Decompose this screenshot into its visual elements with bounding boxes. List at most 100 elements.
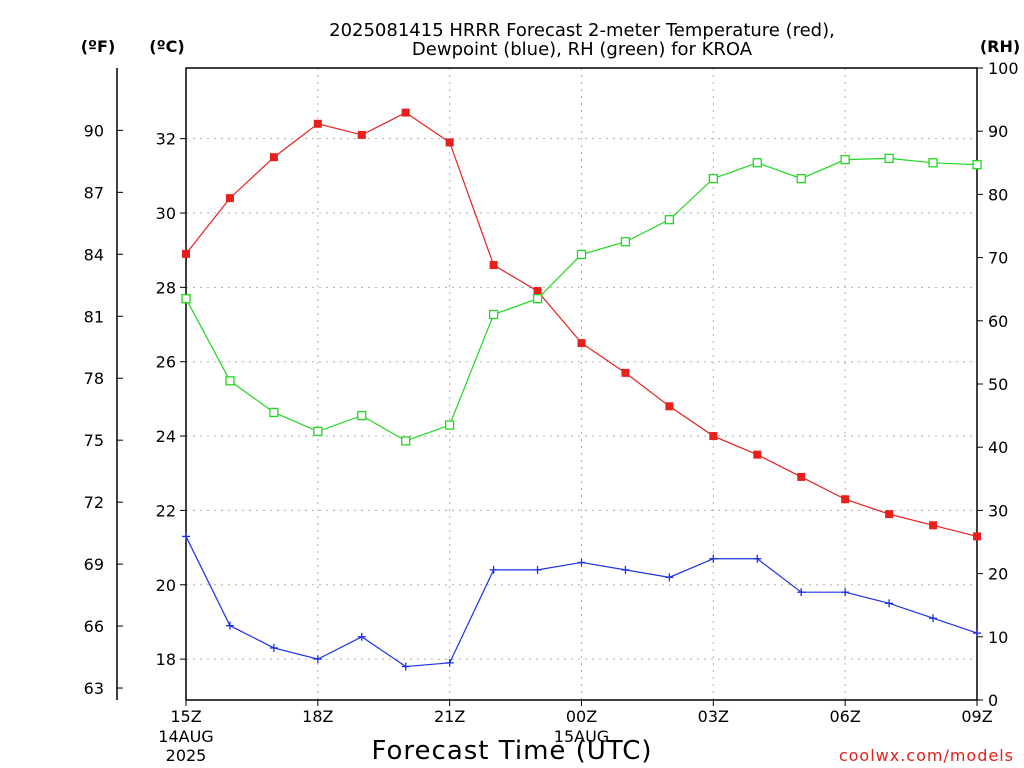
temperature-point [533,287,542,296]
x-tick-label: 15Z [170,707,201,726]
celsius-tick-label: 26 [156,353,176,372]
fahrenheit-tick-label: 81 [84,307,104,326]
dewpoint-point [401,662,410,671]
temperature-point [973,532,981,541]
axes [116,67,983,706]
dewpoint-point [709,554,718,563]
temperature-point [885,510,894,519]
rh-point [752,158,762,168]
temperature-point [621,368,630,377]
dewpoint-point [577,558,586,567]
rh-point [357,410,367,421]
rh-tick-label: 90 [988,122,1008,141]
rh-point [796,173,806,184]
chart-title-line1: 2025081415 HRRR Forecast 2-meter Tempera… [329,20,835,41]
dewpoint-point [973,629,981,638]
x-tick-year-label: 2025 [166,746,207,765]
dewpoint-point [929,614,938,623]
dewpoint-point [797,588,806,597]
rh-point [181,294,191,304]
fahrenheit-tick-label: 72 [84,493,104,512]
rh-point [576,249,587,260]
rh-tick-label: 0 [988,691,998,710]
fahrenheit-tick-label: 78 [84,369,104,388]
dewpoint-point [533,565,542,574]
dewpoint-point [665,573,674,582]
rh-tick-label: 50 [988,375,1008,394]
rh-tick-label: 100 [988,59,1019,78]
temperature-point [797,472,806,481]
rh-point [313,426,323,437]
dewpoint-point [445,658,454,667]
temperature-point [929,521,938,530]
rh-unit-label: (RH) [980,37,1020,56]
chart-title-line2: Dewpoint (blue), RH (green) for KROA [412,39,753,60]
celsius-tick-label: 24 [156,427,176,446]
x-axis-label: Forecast Time (UTC) [371,736,652,766]
temperature-point [445,138,454,147]
rh-point [884,153,894,164]
fahrenheit-tick-label: 69 [84,555,104,574]
rh-point [269,407,279,418]
dewpoint-point [357,632,366,641]
temperature-point [225,194,234,203]
temperature-point [841,495,850,504]
celsius-tick-label: 22 [156,501,176,520]
x-tick-label: 09Z [961,707,992,726]
celsius-tick-label: 20 [156,576,176,595]
dewpoint-point [182,532,190,541]
temperature-point [269,153,278,162]
rh-point [664,215,675,225]
rh-point [225,376,235,386]
rh-tick-label: 40 [988,438,1008,457]
celsius-tick-label: 30 [156,204,176,223]
temperature-point [753,450,762,459]
celsius-tick-label: 18 [156,650,176,669]
x-tick-date-label: 14AUG [158,727,213,746]
tick-labels: 18 20 22 24 26 28 30 32 63 66 69 72 75 78 81 84 87 90 0 10 2… [84,59,1019,765]
rh-tick-label: 10 [988,628,1008,647]
rh-tick-label: 80 [988,185,1008,204]
temperature-point [577,339,586,348]
x-tick-label: 00Z [566,707,597,726]
temperature-point [182,249,190,258]
rh-point [532,294,543,304]
x-tick-label: 18Z [302,707,333,726]
temperature-point [357,130,366,139]
fahrenheit-tick-label: 84 [84,245,104,264]
x-tick-label: 03Z [698,707,729,726]
dewpoint-point [621,565,630,574]
dewpoint-point [841,588,850,597]
rh-point [620,237,631,247]
dewpoint-point [489,565,498,574]
celsius-unit-label: (ºC) [149,37,184,56]
rh-point [972,160,982,170]
temperature-line [185,111,978,538]
fahrenheit-tick-label: 63 [84,679,104,698]
celsius-tick-label: 28 [156,278,176,297]
temperature-point [313,119,322,128]
dewpoint-point [269,643,278,652]
fahrenheit-tick-label: 66 [84,617,104,636]
dewpoint-point [225,621,234,630]
fahrenheit-tick-label: 90 [84,121,104,140]
grid-lines [186,68,977,700]
temperature-point [665,402,674,411]
dewpoint-point [313,655,322,664]
fahrenheit-unit-label: (ºF) [81,37,116,56]
temperature-point [489,261,498,270]
rh-tick-label: 70 [988,249,1008,268]
x-tick-label: 06Z [830,707,861,726]
rh-point [840,154,850,165]
rh-tick-label: 20 [988,565,1008,584]
x-tick-date-label: 15AUG [554,727,609,746]
fahrenheit-tick-label: 75 [84,431,104,450]
rh-point [445,420,455,430]
credit-text: coolwx.com/models [839,746,1014,765]
celsius-tick-label: 32 [156,130,176,149]
temperature-point [709,432,718,441]
rh-point [708,173,718,184]
rh-point [488,309,499,320]
dewpoint-point [885,599,894,608]
